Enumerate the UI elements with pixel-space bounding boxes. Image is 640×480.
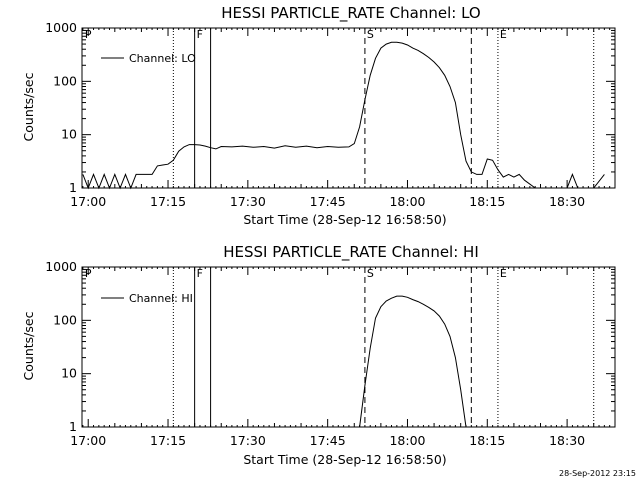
x-axis-label: Start Time (28-Sep-12 16:58:50) xyxy=(243,212,446,227)
y-tick-label: 10 xyxy=(61,366,77,381)
marker-label: P xyxy=(85,28,92,41)
marker-label: S xyxy=(367,267,374,280)
legend: Channel: LO xyxy=(101,52,196,65)
x-tick-label: 17:45 xyxy=(310,194,346,209)
y-axis-label: Counts/sec xyxy=(21,311,36,380)
y-tick-label: 1 xyxy=(69,180,77,195)
marker-group: F S EP xyxy=(85,267,595,427)
marker-label: S xyxy=(367,28,374,41)
series-line-hi xyxy=(359,295,467,428)
x-tick-label: 17:45 xyxy=(310,433,346,448)
legend: Channel: HI xyxy=(101,292,193,305)
plot-frame xyxy=(81,266,616,428)
y-tick-label: 1 xyxy=(69,419,77,434)
plot-panel-lo: HESSI PARTICLE_RATE Channel: LO Counts/s… xyxy=(21,4,616,227)
x-tick-label: 17:15 xyxy=(150,433,186,448)
x-tick-label: 18:15 xyxy=(469,194,505,209)
x-tick-label: 17:15 xyxy=(150,194,186,209)
tick-group: 17:00 17:15 17:30 17:45 18:00 18:15 18:30 1 10 10… xyxy=(45,20,616,209)
legend-label: Channel: LO xyxy=(129,52,196,65)
marker-group: F S EP xyxy=(85,28,595,188)
footer-timestamp: 28-Sep-2012 23:15 xyxy=(559,469,636,478)
legend-label: Channel: HI xyxy=(129,292,193,305)
marker-label: E xyxy=(500,267,507,280)
x-tick-label: 18:15 xyxy=(469,433,505,448)
tick-group: 17:00 17:15 17:30 17:45 18:00 18:15 18:30 1 10 10… xyxy=(45,259,616,448)
chart-title: HESSI PARTICLE_RATE Channel: HI xyxy=(223,243,479,262)
y-tick-label: 100 xyxy=(53,312,77,327)
y-tick-label: 1000 xyxy=(45,20,77,35)
marker-label: E xyxy=(500,28,507,41)
marker-label: P xyxy=(85,267,92,280)
x-axis-label: Start Time (28-Sep-12 16:58:50) xyxy=(243,452,446,467)
x-tick-label: 18:30 xyxy=(549,433,585,448)
x-tick-label: 17:00 xyxy=(70,433,106,448)
y-axis-label: Counts/sec xyxy=(21,72,36,141)
chart-title: HESSI PARTICLE_RATE Channel: LO xyxy=(221,4,480,23)
x-tick-label: 18:00 xyxy=(389,433,425,448)
x-tick-label: 18:30 xyxy=(549,194,585,209)
plot-panel-hi: HESSI PARTICLE_RATE Channel: HI Counts/s… xyxy=(21,243,616,467)
x-tick-label: 17:30 xyxy=(230,194,266,209)
y-tick-label: 10 xyxy=(61,127,77,142)
y-tick-label: 1000 xyxy=(45,259,77,274)
marker-label: F xyxy=(197,267,203,280)
x-tick-label: 17:30 xyxy=(230,433,266,448)
marker-label: F xyxy=(197,28,203,41)
x-tick-label: 18:00 xyxy=(389,194,425,209)
y-tick-label: 100 xyxy=(53,73,77,88)
x-tick-label: 17:00 xyxy=(70,194,106,209)
series-line-lo xyxy=(82,41,605,190)
